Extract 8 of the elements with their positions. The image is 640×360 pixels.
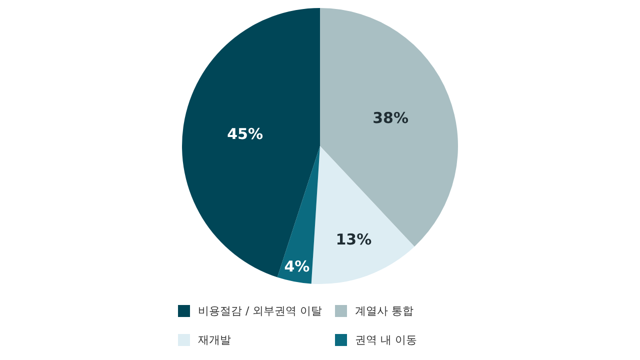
data-label: 38% <box>372 109 409 128</box>
legend-label: 재개발 <box>198 334 231 346</box>
legend-label: 권역 내 이동 <box>355 334 417 346</box>
legend-label: 계열사 통합 <box>355 304 414 318</box>
data-label: 4% <box>284 258 310 276</box>
data-label: 45% <box>227 125 263 144</box>
data-label: 13% <box>336 230 372 248</box>
legend-label: 비용절감 / 외부권역 이탈 <box>198 304 322 318</box>
